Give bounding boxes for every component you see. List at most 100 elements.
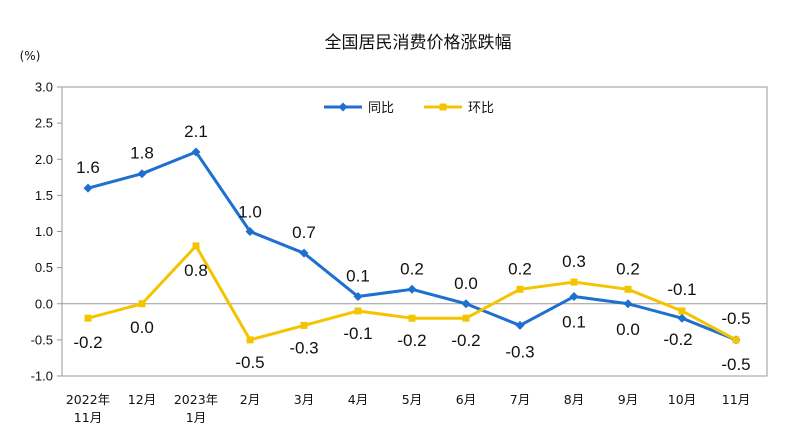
legend-label: 同比 (368, 101, 394, 116)
x-tick-label: 3月 (294, 392, 314, 407)
series-point-0 (407, 284, 417, 294)
series-point-1 (84, 314, 92, 322)
series-point-1 (732, 336, 740, 344)
x-tick-line: 6月 (456, 392, 476, 407)
x-tick-label: 7月 (510, 392, 530, 407)
data-label-yoy: 0.1 (346, 267, 370, 286)
x-tick-label: 2月 (240, 392, 260, 407)
series-point-1 (246, 336, 254, 344)
x-tick-line: 4月 (348, 392, 368, 407)
data-label-yoy: 1.0 (238, 203, 262, 222)
data-label-yoy: -0.5 (721, 309, 750, 328)
series-point-1 (354, 307, 362, 315)
data-label-yoy: 0.0 (616, 320, 640, 339)
x-tick-line: 11月 (74, 410, 102, 425)
data-label-mom: -0.1 (343, 324, 372, 343)
data-label-mom: -0.2 (73, 333, 102, 352)
series-point-1 (624, 285, 632, 293)
chart-title: 全国居民消费价格涨跌幅 (325, 33, 512, 53)
series-group (83, 147, 741, 345)
data-label-yoy: 2.1 (184, 122, 208, 141)
y-tick-label: 2.5 (35, 116, 53, 131)
series-point-1 (300, 321, 308, 329)
data-label-mom: -0.3 (289, 338, 318, 357)
y-tick-label: 0.0 (35, 296, 53, 311)
legend: 同比 环比 (324, 101, 494, 116)
series-point-0 (191, 147, 201, 157)
data-labels: 1.6 1.8 2.1 1.0 0.7 0.1 0.2 0.0 -0.3 0.1 0.0 -0.2 -0… (73, 122, 750, 374)
legend-swatch-marker (338, 102, 348, 112)
x-tick-line: 3月 (294, 392, 314, 407)
data-label-yoy: 0.7 (292, 223, 316, 242)
series-point-0 (137, 169, 147, 179)
series-point-0 (245, 227, 255, 236)
series-point-1 (678, 307, 686, 315)
series-point-0 (623, 299, 633, 309)
series-point-0 (515, 320, 525, 330)
series-point-0 (299, 248, 309, 258)
data-label-mom: 0.0 (130, 318, 154, 337)
series-point-0 (353, 292, 363, 302)
y-tick-label: 2.0 (35, 152, 53, 167)
series-point-1 (408, 314, 416, 322)
x-tick-label: 2023年 1月 (174, 392, 218, 425)
x-tick-label: 9月 (618, 392, 638, 407)
data-label-mom: -0.2 (397, 331, 426, 350)
x-tick-label: 6月 (456, 392, 476, 407)
series-point-1 (138, 300, 146, 308)
y-tick-label: 3.0 (35, 80, 53, 95)
data-label-mom: 0.3 (562, 252, 586, 271)
x-tick-line: 1月 (186, 410, 206, 425)
x-tick-label: 5月 (402, 392, 422, 407)
x-tick-line: 5月 (402, 392, 422, 407)
x-tick-label: 8月 (564, 392, 584, 407)
data-label-yoy: 0.2 (400, 259, 424, 278)
series-point-0 (569, 292, 579, 302)
series-point-1 (570, 278, 578, 286)
data-label-mom: 0.2 (508, 259, 532, 278)
series-point-0 (83, 183, 93, 193)
series-point-0 (461, 299, 471, 309)
y-axis: 3.0 2.5 2.0 1.5 1.0 0.5 0.0 -0.5 -1.0 (31, 80, 62, 384)
data-label-yoy: -0.2 (663, 330, 692, 349)
x-tick-label: 2022年 11月 (66, 392, 110, 425)
data-label-yoy: -0.3 (505, 342, 534, 361)
y-tick-label: 0.5 (35, 260, 53, 275)
x-tick-line: 8月 (564, 392, 584, 407)
data-label-yoy: 0.0 (454, 274, 478, 293)
legend-label: 环比 (468, 101, 494, 116)
series-point-1 (516, 285, 524, 293)
x-tick-label: 10月 (668, 392, 696, 407)
data-label-mom: -0.5 (235, 353, 264, 372)
data-label-mom: -0.2 (451, 331, 480, 350)
x-tick-line: 11月 (722, 392, 750, 407)
series-line-0 (87, 150, 737, 342)
x-tick-label: 12月 (128, 392, 156, 407)
y-tick-label: -1.0 (31, 369, 53, 384)
x-tick-line: 10月 (668, 392, 696, 407)
x-tick-line: 2月 (240, 392, 260, 407)
x-tick-line: 2023年 (174, 392, 218, 407)
series-point-1 (462, 314, 470, 322)
data-label-mom: 0.2 (616, 259, 640, 278)
legend-swatch-marker (439, 103, 447, 111)
data-label-yoy: 1.6 (76, 158, 100, 177)
x-tick-line: 12月 (128, 392, 156, 407)
y-tick-label: -0.5 (31, 332, 53, 347)
y-tick-label: 1.5 (35, 188, 53, 203)
data-label-yoy: 1.8 (130, 144, 154, 163)
x-tick-label: 11月 (722, 392, 750, 407)
data-label-mom: -0.5 (721, 355, 750, 374)
x-tick-label: 4月 (348, 392, 368, 407)
data-label-yoy: 0.1 (562, 313, 586, 332)
data-label-mom: -0.1 (667, 280, 696, 299)
y-tick-label: 1.0 (35, 224, 53, 239)
series-point-1 (192, 242, 200, 250)
x-tick-line: 9月 (618, 392, 638, 407)
series-point-0 (677, 313, 687, 323)
data-label-mom: 0.8 (184, 261, 208, 280)
y-axis-unit: (%) (20, 49, 41, 63)
x-tick-line: 2022年 (66, 392, 110, 407)
x-tick-line: 7月 (510, 392, 530, 407)
